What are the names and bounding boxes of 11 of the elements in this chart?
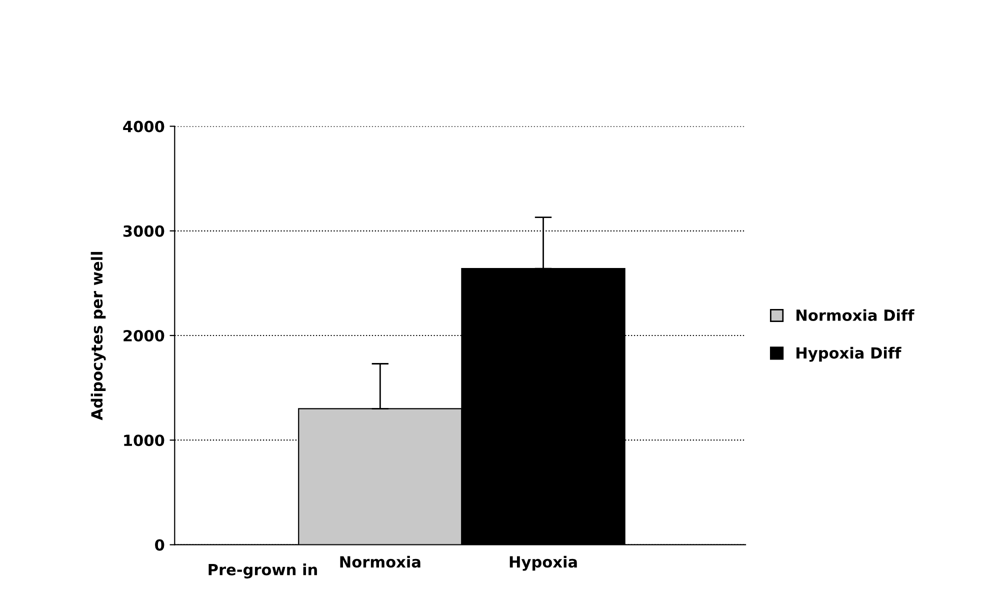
y-tick-label: 0: [155, 539, 164, 551]
y-tick-label: 1000: [124, 434, 164, 446]
x-axis-title: Pre-grown in: [208, 564, 317, 578]
y-tick-label: 3000: [123, 225, 164, 237]
y-tick-label: 4000: [123, 120, 164, 132]
y-axis-title: Adipocytes per well: [90, 252, 106, 420]
legend-label: Hypoxia Diff: [796, 346, 902, 362]
legend-label: Normoxia Diff: [796, 309, 914, 322]
x-tick-label: Normoxia: [340, 556, 420, 568]
y-tick-label: 2000: [124, 330, 164, 342]
x-tick-label: Hypoxia: [510, 556, 577, 571]
